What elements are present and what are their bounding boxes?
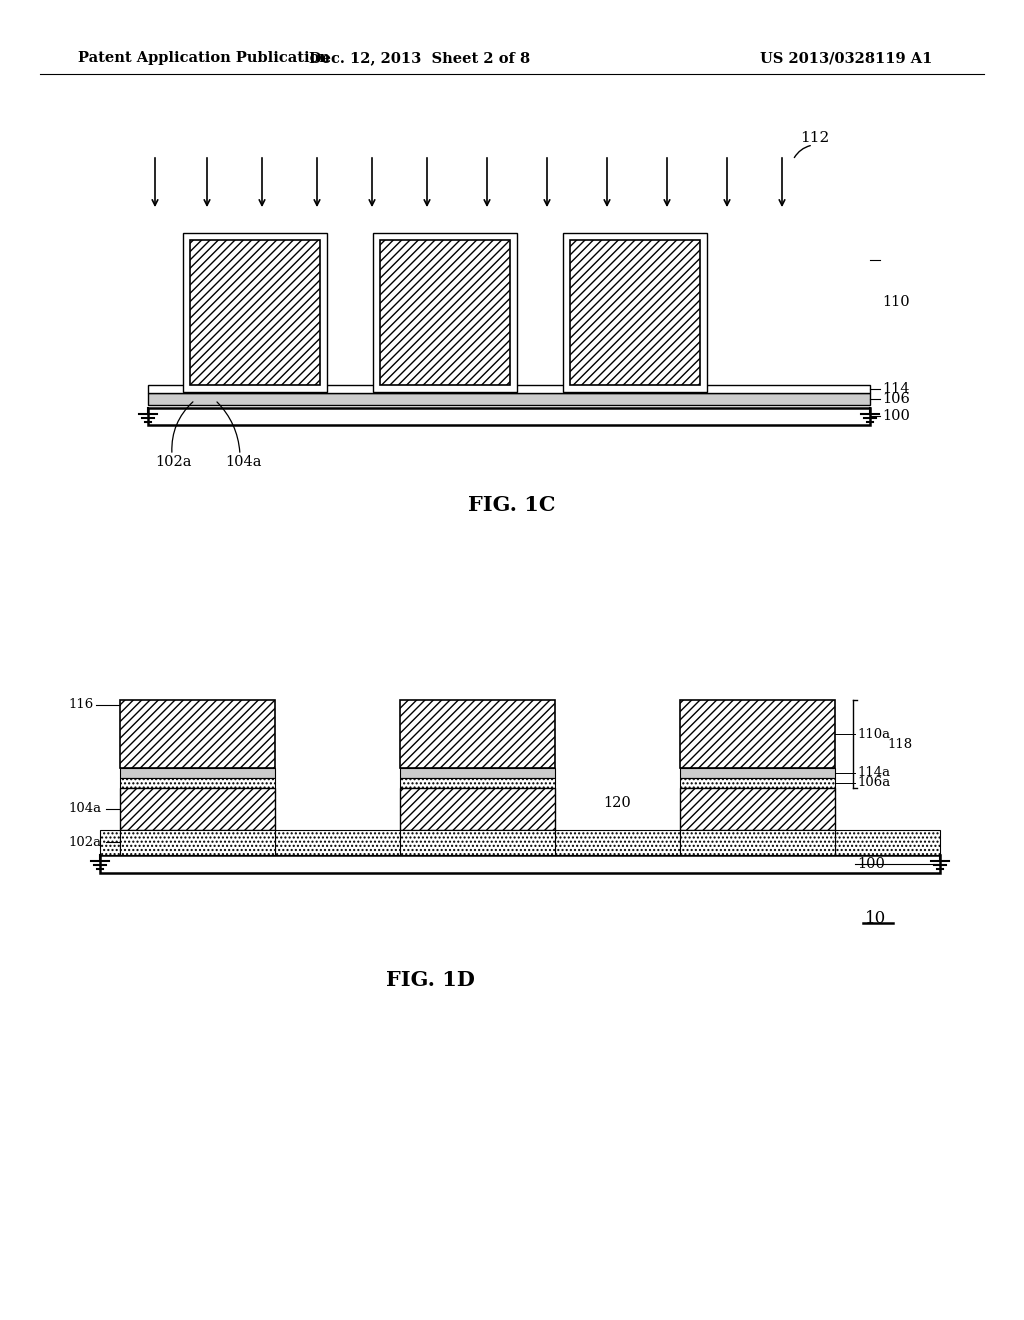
Text: 116: 116 (68, 698, 93, 711)
Bar (120, 777, 275, 788)
Text: FIG. 1C: FIG. 1C (468, 495, 556, 515)
Bar (120, 700, 275, 768)
Text: 102a: 102a (155, 455, 191, 469)
Bar (680, 830, 835, 855)
Bar (400, 777, 555, 788)
Bar (570, 240, 700, 385)
Bar (100, 830, 120, 855)
Bar (148, 393, 870, 405)
Bar (680, 768, 835, 777)
Text: 104a: 104a (68, 803, 101, 816)
Bar (190, 240, 319, 385)
Text: 106a: 106a (857, 776, 890, 789)
Bar (100, 855, 940, 873)
Text: 100: 100 (857, 857, 885, 871)
Bar (680, 777, 835, 788)
Text: FIG. 1D: FIG. 1D (386, 970, 474, 990)
Bar (680, 788, 835, 830)
Bar (400, 768, 555, 777)
Text: 106: 106 (882, 392, 910, 407)
Text: 102a: 102a (68, 836, 101, 849)
Text: US 2013/0328119 A1: US 2013/0328119 A1 (760, 51, 933, 65)
Text: Dec. 12, 2013  Sheet 2 of 8: Dec. 12, 2013 Sheet 2 of 8 (309, 51, 530, 65)
Text: 114: 114 (882, 381, 909, 396)
Text: 100: 100 (882, 409, 910, 422)
Bar (680, 700, 835, 768)
Bar (275, 830, 400, 855)
Bar (120, 830, 275, 855)
Bar (555, 830, 680, 855)
Text: Patent Application Publication: Patent Application Publication (78, 51, 330, 65)
Text: 110: 110 (882, 294, 909, 309)
Text: 112: 112 (800, 131, 829, 145)
Bar (120, 768, 275, 777)
Bar (373, 234, 517, 392)
Text: 114a: 114a (857, 767, 890, 780)
Bar (148, 385, 870, 393)
Text: 10: 10 (865, 909, 886, 927)
Bar (400, 830, 555, 855)
Bar (183, 234, 327, 392)
Text: 104a: 104a (225, 455, 261, 469)
Text: 120: 120 (603, 796, 631, 810)
Bar (120, 788, 275, 830)
Text: 110a: 110a (857, 727, 890, 741)
Bar (380, 240, 510, 385)
Bar (835, 830, 940, 855)
Bar (400, 788, 555, 830)
Bar (400, 700, 555, 768)
Bar (148, 408, 870, 425)
Bar (563, 234, 707, 392)
Text: 118: 118 (887, 738, 912, 751)
